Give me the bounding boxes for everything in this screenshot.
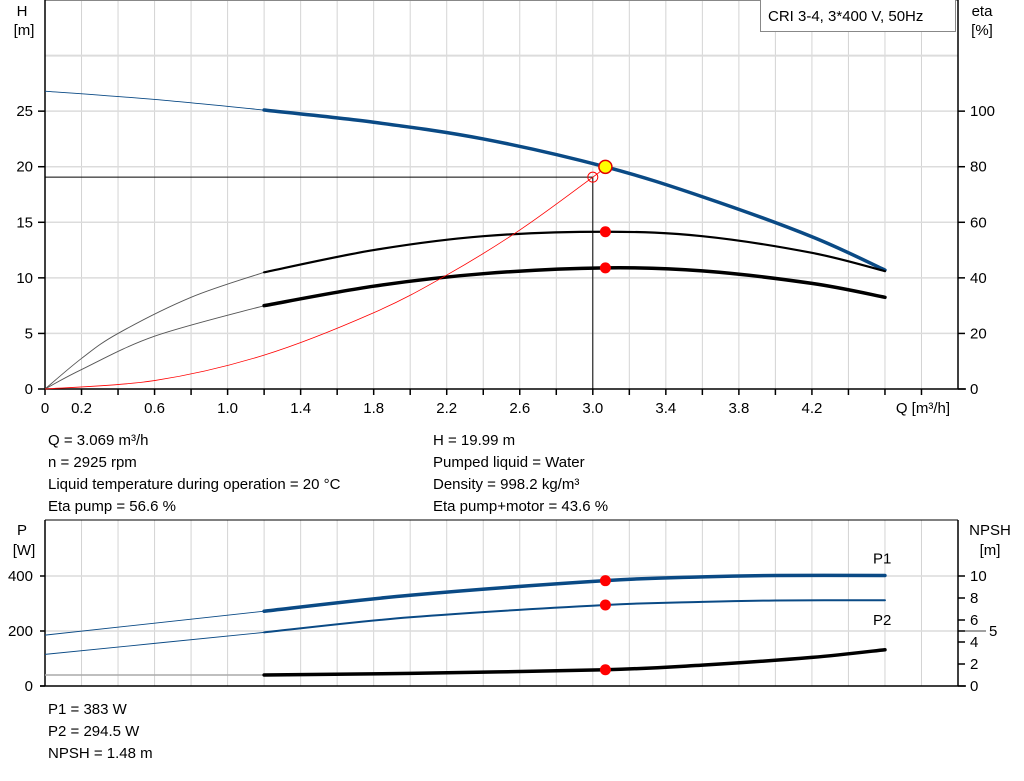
P1-curve xyxy=(262,573,887,613)
P2-series-label: P2 xyxy=(873,612,891,629)
y-tick-label-left: 0 xyxy=(25,381,33,398)
y-tick-label-right: 20 xyxy=(970,325,987,342)
y-axis-unit-left: [W] xyxy=(13,542,36,559)
info-liquid: Pumped liquid = Water xyxy=(433,454,585,471)
y-axis-label-right: NPSH xyxy=(969,522,1011,539)
eta-pump-operating-marker xyxy=(599,226,611,238)
y-tick-label-right: 0 xyxy=(970,678,978,695)
system-curve-line xyxy=(44,166,606,390)
P2-curve xyxy=(263,599,886,634)
y-tick-label-right: 0 xyxy=(970,381,978,398)
y-tick-label-left: 0 xyxy=(25,678,33,695)
y-axis-label-left: H xyxy=(17,3,28,20)
duty-point-marker xyxy=(587,171,599,183)
y-tick-label-right: 60 xyxy=(970,214,987,231)
y-tick-label-right: 80 xyxy=(970,159,987,176)
y-tick-label-left: 400 xyxy=(8,568,33,585)
y-tick-label-left: 25 xyxy=(16,103,33,120)
NPSH-curve xyxy=(262,647,887,677)
operating-info-right: H = 19.99 m Pumped liquid = Water Densit… xyxy=(433,430,608,518)
npsh-operating-marker xyxy=(599,664,611,676)
x-tick-label: 3.0 xyxy=(582,400,603,417)
P1-curve-thin xyxy=(44,610,265,636)
operating-info-left: Q = 3.069 m³/h n = 2925 rpm Liquid tempe… xyxy=(48,430,340,518)
y-tick-label-right: 2 xyxy=(970,656,978,673)
y-tick-label-left: 20 xyxy=(16,159,33,176)
x-tick-label: 2.2 xyxy=(436,400,457,417)
y-tick-label-left: 15 xyxy=(16,214,33,231)
info-head: H = 19.99 m xyxy=(433,432,516,449)
p2-operating-marker xyxy=(599,599,611,611)
eta_pump_motor-curve-thin xyxy=(44,305,265,390)
chart-title-box: CRI 3-4, 3*400 V, 50Hz xyxy=(760,0,956,32)
P1-series-label: P1 xyxy=(873,550,891,567)
x-tick-label: 4.2 xyxy=(801,400,822,417)
y-tick-label-right: 5 xyxy=(989,623,997,640)
head-chart xyxy=(38,0,966,395)
info-npsh: NPSH = 1.48 m xyxy=(48,745,153,762)
y-tick-label-right: 100 xyxy=(970,103,995,120)
y-axis-label-right: eta xyxy=(972,3,994,20)
y-tick-label-right: 4 xyxy=(970,634,978,651)
info-temperature: Liquid temperature during operation = 20… xyxy=(48,476,341,493)
eta_pump-curve xyxy=(263,230,887,274)
x-axis-label: Q [m³/h] xyxy=(896,400,950,417)
x-tick-label: 0.2 xyxy=(71,400,92,417)
H-curve-thin xyxy=(44,90,265,111)
eta-pump-motor-operating-marker xyxy=(599,262,611,274)
y-axis-unit-left: [m] xyxy=(14,22,35,39)
info-flow: Q = 3.069 m³/h xyxy=(48,432,149,449)
y-tick-label-left: 10 xyxy=(16,270,33,287)
info-speed: n = 2925 rpm xyxy=(48,454,137,471)
y-tick-label-right: 10 xyxy=(970,568,987,585)
info-density: Density = 998.2 kg/m³ xyxy=(433,476,580,493)
x-tick-label: 1.8 xyxy=(363,400,384,417)
y-tick-label-right: 6 xyxy=(970,612,978,629)
x-tick-label: 0.6 xyxy=(144,400,165,417)
x-tick-label: 3.8 xyxy=(728,400,749,417)
eta_pump-curve-thin xyxy=(44,271,265,390)
info-eta-pump-motor: Eta pump+motor = 43.6 % xyxy=(433,498,609,515)
y-tick-label-left: 200 xyxy=(8,623,33,640)
info-p2: P2 = 294.5 W xyxy=(48,723,140,740)
y-axis-unit-right: [m] xyxy=(980,542,1001,559)
H-curve xyxy=(262,108,887,272)
y-axis-unit-right: [%] xyxy=(971,22,993,39)
x-tick-label: 2.6 xyxy=(509,400,530,417)
operating-point-marker xyxy=(598,159,613,175)
x-tick-label: 1.0 xyxy=(217,400,238,417)
eta_pump_motor-curve xyxy=(262,265,887,308)
x-tick-label: 0 xyxy=(41,400,49,417)
power-npsh-chart xyxy=(40,519,986,687)
info-eta-pump: Eta pump = 56.6 % xyxy=(48,498,176,515)
y-tick-label-right: 40 xyxy=(970,270,987,287)
y-axis-label-left: P xyxy=(17,522,27,539)
x-tick-label: 3.4 xyxy=(655,400,676,417)
p1-operating-marker xyxy=(599,575,611,587)
x-tick-label: 1.4 xyxy=(290,400,311,417)
y-tick-label-left: 5 xyxy=(25,325,33,342)
chart-title: CRI 3-4, 3*400 V, 50Hz xyxy=(768,8,924,25)
P2-curve-thin xyxy=(44,631,265,655)
power-info: P1 = 383 W P2 = 294.5 W NPSH = 1.48 m xyxy=(48,699,153,765)
info-p1: P1 = 383 W xyxy=(48,701,127,718)
y-tick-label-right: 8 xyxy=(970,590,978,607)
